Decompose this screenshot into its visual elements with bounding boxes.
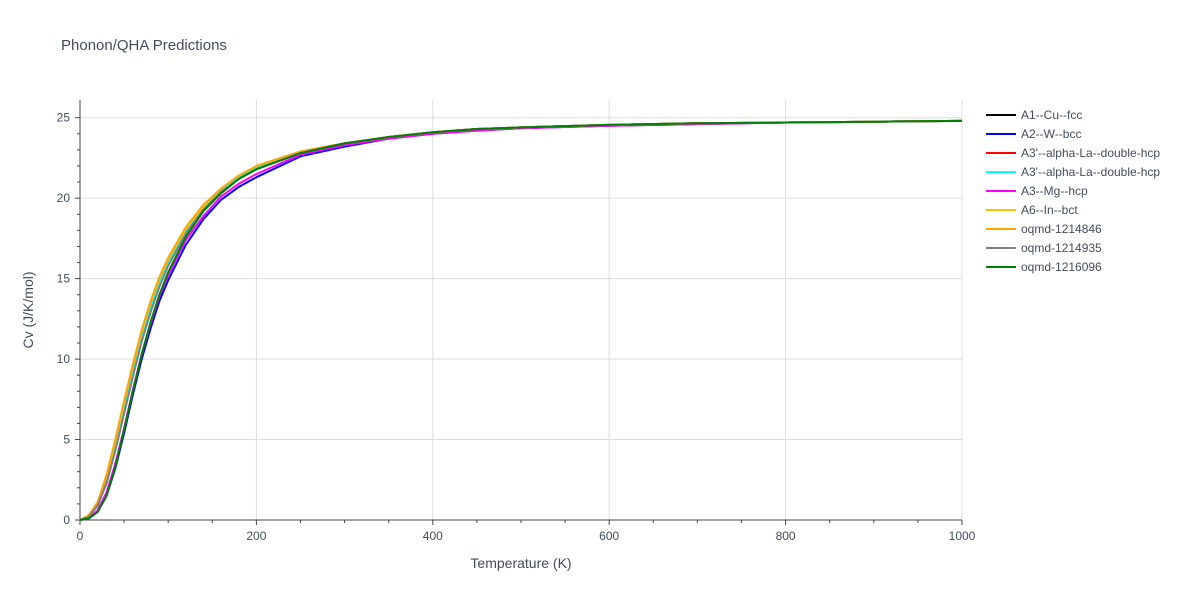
legend-item[interactable]: A2--W--bcc: [986, 127, 1081, 141]
legend-label: oqmd-1214935: [1021, 241, 1102, 255]
series-line-0: [79, 119, 963, 521]
legend-item[interactable]: A1--Cu--fcc: [986, 108, 1082, 122]
x-tick-label: 0: [77, 529, 84, 543]
x-tick-label: 200: [246, 529, 266, 543]
x-tick-label: 1000: [949, 529, 976, 543]
legend-item[interactable]: A3--Mg--hcp: [986, 184, 1088, 198]
series-line-5: [79, 119, 963, 521]
legend-item[interactable]: A6--In--bct: [986, 203, 1078, 217]
y-tick-label: 5: [63, 433, 70, 447]
grid: [80, 100, 963, 520]
x-tick-label: 400: [423, 529, 443, 543]
y-tick-label: 25: [57, 111, 71, 125]
series-line-6: [79, 119, 963, 521]
series-line-8: [79, 119, 963, 521]
y-tick-label: 0: [63, 513, 70, 527]
legend-label: A2--W--bcc: [1021, 127, 1081, 141]
chart-title: Phonon/QHA Predictions: [61, 37, 227, 54]
legend-label: A3--Mg--hcp: [1021, 184, 1088, 198]
legend[interactable]: A1--Cu--fcc A2--W--bcc A3'--alpha-La--doub…: [986, 108, 1160, 274]
x-tick-label: 800: [776, 529, 796, 543]
legend-label: oqmd-1216096: [1021, 260, 1102, 274]
legend-item[interactable]: oqmd-1214846: [986, 222, 1102, 236]
legend-label: oqmd-1214846: [1021, 222, 1102, 236]
legend-item[interactable]: A3'--alpha-La--double-hcp: [986, 146, 1160, 160]
series-line-7: [79, 119, 963, 521]
series-lines: [79, 119, 963, 521]
legend-item[interactable]: oqmd-1214935: [986, 241, 1102, 255]
y-tick-label: 20: [57, 191, 71, 205]
legend-label: A3'--alpha-La--double-hcp: [1021, 165, 1160, 179]
legend-label: A1--Cu--fcc: [1021, 108, 1082, 122]
x-axis-title: Temperature (K): [470, 555, 571, 571]
y-axis-title: Cv (J/K/mol): [20, 272, 36, 349]
y-tick-label: 15: [57, 272, 71, 286]
y-tick-label: 10: [57, 352, 71, 366]
legend-label: A6--In--bct: [1021, 203, 1078, 217]
axes: 0 200 400 600 800 1000 0 5 10 15 20 25: [57, 100, 976, 543]
x-tick-label: 600: [599, 529, 619, 543]
series-line-3: [79, 119, 963, 521]
series-line-2: [79, 119, 963, 521]
series-line-1: [79, 119, 963, 521]
series-line-4: [79, 119, 963, 521]
legend-item[interactable]: A3'--alpha-La--double-hcp: [986, 165, 1160, 179]
legend-label: A3'--alpha-La--double-hcp: [1021, 146, 1160, 160]
legend-item[interactable]: oqmd-1216096: [986, 260, 1102, 274]
